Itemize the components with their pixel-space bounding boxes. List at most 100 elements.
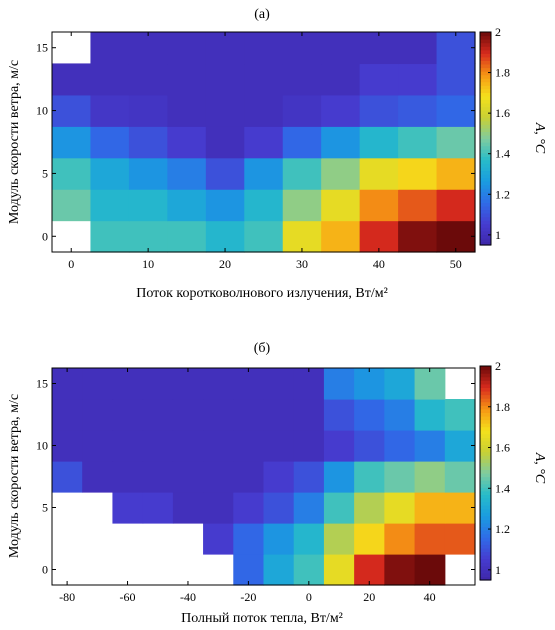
heatmap-cell — [90, 189, 130, 222]
heatmap-cell — [398, 220, 438, 253]
colorbar-tick-label: 1.8 — [495, 400, 510, 414]
colorbar-frame — [479, 31, 492, 246]
heatmap-cell — [205, 32, 245, 65]
heatmap-cell — [203, 461, 234, 493]
colorbar-segment — [480, 394, 491, 399]
heatmap-cell — [398, 126, 438, 159]
colorbar-segment — [480, 555, 491, 560]
heatmap-cell — [321, 126, 361, 159]
colorbar-label: A, °C — [532, 452, 547, 484]
colorbar-segment — [480, 220, 491, 225]
colorbar-segment — [480, 166, 491, 172]
colorbar-tick-label: 1.6 — [495, 106, 510, 120]
heatmap-cell — [167, 32, 207, 65]
heatmap-cell — [398, 94, 438, 127]
heatmap-cell — [128, 157, 168, 190]
colorbar-segment — [480, 163, 491, 168]
colorbar-segment — [480, 530, 491, 535]
colorbar-segment — [480, 184, 491, 189]
heatmap-cell — [172, 399, 204, 431]
colorbar-segment — [480, 390, 491, 396]
y-tick-label: 0 — [42, 229, 48, 243]
heatmap-cell — [354, 492, 385, 524]
colorbar-segment — [480, 205, 491, 211]
colorbar-segment — [480, 426, 491, 431]
colorbar-segment — [480, 448, 491, 453]
colorbar-segment — [480, 230, 491, 235]
colorbar-segment — [480, 46, 491, 51]
heatmap-cell — [128, 63, 168, 96]
colorbar-segment — [480, 131, 491, 136]
colorbar-segment — [480, 383, 491, 388]
colorbar-segment — [480, 195, 491, 200]
heatmap-cell — [112, 399, 144, 431]
colorbar-segment — [480, 505, 491, 510]
heatmap-cell — [321, 32, 361, 65]
colorbar-segment — [480, 526, 491, 531]
heatmap-cell — [233, 461, 265, 493]
heatmap-cell — [436, 157, 476, 190]
heatmap-cell — [414, 523, 446, 555]
heatmap-cell — [233, 554, 265, 586]
heatmap-cell — [82, 430, 114, 462]
heatmap-cell — [244, 63, 284, 96]
colorbar-segment — [480, 369, 491, 374]
heatmap-cell — [414, 461, 446, 493]
heatmap-cell — [384, 430, 416, 462]
colorbar-segment — [480, 202, 491, 207]
heatmap-cell — [354, 523, 385, 555]
colorbar-segment — [480, 405, 491, 410]
heatmap-cell — [321, 220, 361, 253]
colorbar-segment — [480, 465, 491, 471]
colorbar-segment — [480, 512, 491, 517]
colorbar: 1 1.2 1.4 1.6 1.8 2 A, °C — [479, 359, 547, 581]
heatmap-cell — [128, 189, 168, 222]
heatmap-cell — [444, 523, 476, 555]
colorbar-segment — [480, 213, 491, 218]
heatmap-cell — [90, 32, 130, 65]
heatmap-cell — [82, 368, 114, 400]
heatmap-cell — [384, 554, 416, 586]
colorbar-tick-label: 2 — [495, 359, 501, 373]
colorbar-segment — [480, 188, 491, 193]
heatmap-cell — [354, 368, 385, 400]
heatmap-cell — [167, 220, 207, 253]
colorbar-segment — [480, 85, 491, 90]
heatmap-cell — [203, 399, 234, 431]
heatmap-cell — [167, 94, 207, 127]
heatmap-cell — [444, 461, 476, 493]
plot-frame — [51, 367, 476, 586]
heatmap-cell — [323, 399, 355, 431]
heatmap-cell — [233, 430, 265, 462]
heatmap-cell — [282, 157, 322, 190]
heatmap-cell — [398, 32, 438, 65]
heatmap-cell — [172, 430, 204, 462]
colorbar-segment — [480, 401, 491, 406]
colorbar-segment — [480, 117, 491, 122]
heatmap-cell — [414, 554, 446, 586]
heatmap-cell — [398, 63, 438, 96]
colorbar-segment — [480, 227, 491, 232]
colorbar-segment — [480, 437, 491, 442]
heatmap-cell — [142, 399, 174, 431]
heatmap-cell — [244, 189, 284, 222]
colorbar-tick-label: 1.4 — [495, 481, 510, 495]
colorbar-segment — [480, 412, 491, 417]
heatmap-cell — [244, 32, 284, 65]
heatmap-cell — [233, 492, 265, 524]
x-tick-label: -60 — [120, 590, 136, 604]
colorbar-tick-label: 1.6 — [495, 441, 510, 455]
heatmap-cell — [323, 523, 355, 555]
heatmap-cell — [354, 461, 385, 493]
heatmap-cell — [414, 492, 446, 524]
heatmap-cell — [293, 461, 325, 493]
heatmap-cell — [444, 399, 476, 431]
heatmap-cell — [293, 368, 325, 400]
heatmap-cell — [263, 430, 295, 462]
colorbar-segment — [480, 88, 491, 93]
heatmap-cell — [384, 461, 416, 493]
heatmap-cell — [142, 430, 174, 462]
heatmap-cell — [293, 492, 325, 524]
colorbar-segment — [480, 174, 491, 179]
